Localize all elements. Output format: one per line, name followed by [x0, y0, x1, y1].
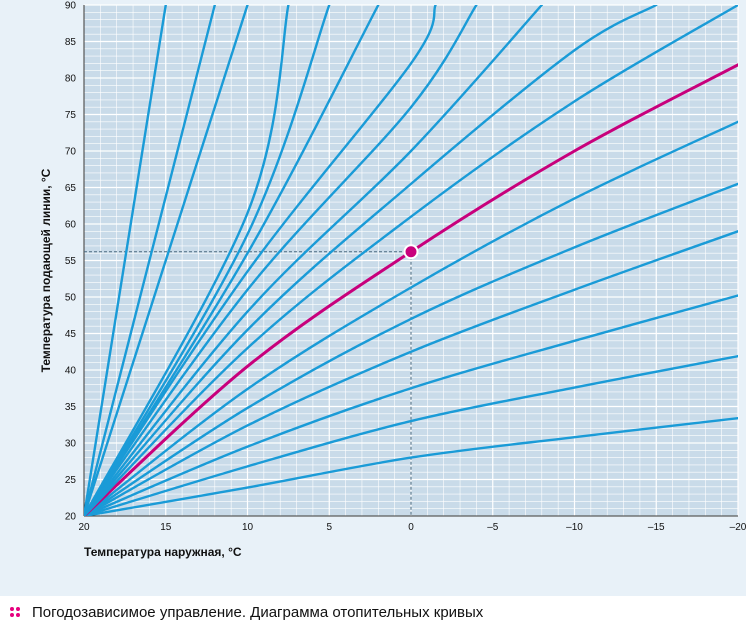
highlight-point-group: [403, 244, 419, 260]
heating-curve-18: [84, 5, 167, 516]
heating-curve-6: [84, 120, 738, 516]
heating-curve-17: [84, 5, 217, 516]
chart-panel: 20 15 10 5 0 –5 –10 –15 –20 20 25 30 35 40 45 50 55 60 65…: [0, 0, 746, 596]
heating-curve-9: [84, 5, 658, 516]
y-tick-label: 40: [65, 366, 77, 377]
x-tick-labels: 20 15 10 5 0 –5 –10 –15 –20: [78, 522, 746, 533]
heating-curve-14: [84, 5, 331, 516]
heating-curve-1: [84, 416, 738, 516]
heating-curve-8: [84, 5, 738, 516]
y-tick-label: 85: [65, 37, 77, 48]
y-tick-label: 30: [65, 439, 77, 450]
caption-text: Погодозависимое управление. Диаграмма от…: [32, 604, 484, 621]
x-tick-label: –5: [487, 522, 499, 533]
y-tick-label: 65: [65, 183, 77, 194]
x-tick-label: –20: [730, 522, 746, 533]
y-tick-label: 80: [65, 74, 77, 85]
reference-guides: [84, 251, 412, 516]
y-tick-label: 45: [65, 329, 77, 340]
heating-curve-5: [84, 182, 738, 516]
y-tick-label: 60: [65, 220, 77, 231]
heating-curve-3: [84, 294, 738, 516]
y-tick-label: 75: [65, 110, 77, 121]
x-tick-label: –15: [648, 522, 665, 533]
x-tick-label: 5: [326, 522, 332, 533]
x-tick-label: 15: [160, 522, 172, 533]
y-tick-label: 35: [65, 402, 77, 413]
y-tick-label: 20: [65, 512, 77, 523]
heating-curve-13: [84, 5, 380, 516]
x-axis-label: Температура наружная, °С: [84, 545, 242, 559]
y-tick-label: 90: [65, 1, 77, 12]
heating-curve-11: [84, 5, 478, 516]
heating-curves-chart: 20 15 10 5 0 –5 –10 –15 –20 20253035404550556065…: [39, 1, 746, 560]
y-tick-label: 50: [65, 293, 77, 304]
highlight-point: [403, 244, 419, 260]
y-axis-label: Температура подающей линии, °С: [39, 168, 53, 372]
heating-curve-12: [84, 5, 437, 516]
x-tick-label: 10: [242, 522, 254, 533]
heating-curve-16: [84, 5, 249, 516]
curve-lines: [84, 5, 738, 516]
figure-caption: Погодозависимое управление. Диаграмма от…: [10, 604, 483, 621]
x-tick-label: –10: [566, 522, 583, 533]
dots-icon: [10, 606, 24, 619]
y-tick-label: 70: [65, 147, 77, 158]
y-tick-label: 55: [65, 256, 77, 267]
heating-curve-15: [84, 5, 290, 516]
heating-curve-4: [84, 230, 738, 516]
y-tick-labels: 20 25 30 35 40 45 50 55 60 65 70 75 80 85 90: [65, 1, 77, 523]
heating-curve-2: [84, 354, 738, 516]
x-tick-label: 0: [408, 522, 414, 533]
y-tick-label: 25: [65, 475, 77, 486]
x-tick-label: 20: [78, 522, 90, 533]
heating-curve-10: [84, 5, 543, 516]
